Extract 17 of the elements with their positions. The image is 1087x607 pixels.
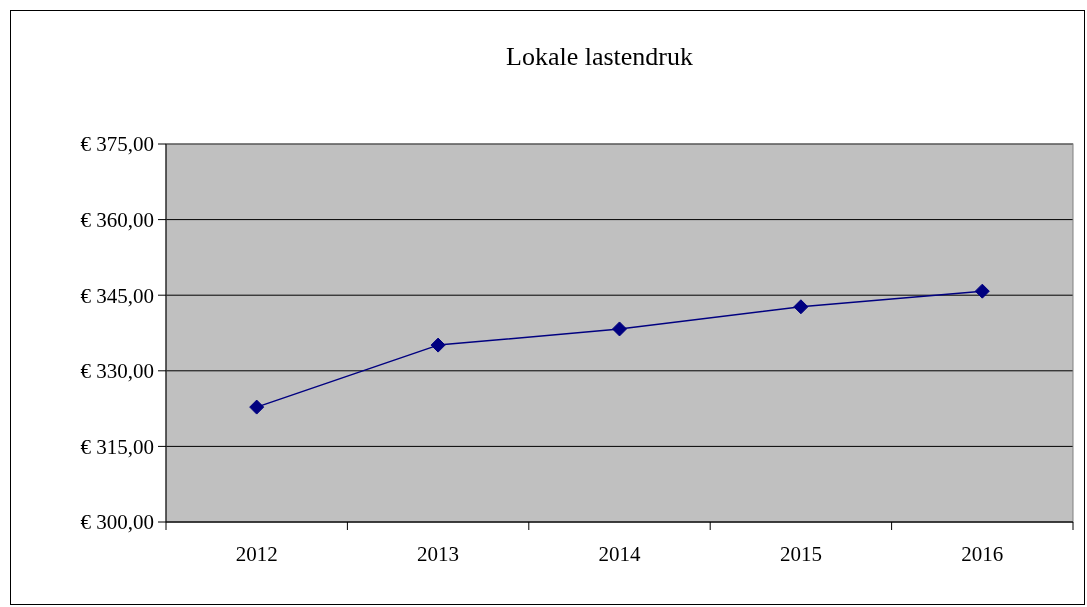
y-tick-label: € 360,00 xyxy=(80,207,154,232)
chart-title: Lokale lastendruk xyxy=(506,42,693,71)
y-tick-label: € 315,00 xyxy=(80,434,154,459)
y-tick-label: € 345,00 xyxy=(80,283,154,308)
y-tick-label: € 375,00 xyxy=(80,132,154,157)
x-tick-label: 2016 xyxy=(961,542,1004,566)
x-tick-label: 2012 xyxy=(235,542,278,566)
point xyxy=(974,283,990,299)
x-tick-label: 2013 xyxy=(417,542,460,566)
x-tick-label: 2014 xyxy=(598,542,641,566)
y-tick-label: € 330,00 xyxy=(80,359,154,384)
point xyxy=(249,399,265,415)
x-tick-label: 2015 xyxy=(779,542,822,566)
y-tick-label: € 300,00 xyxy=(80,510,154,535)
point xyxy=(430,337,446,353)
point xyxy=(612,321,627,337)
point xyxy=(793,299,809,315)
